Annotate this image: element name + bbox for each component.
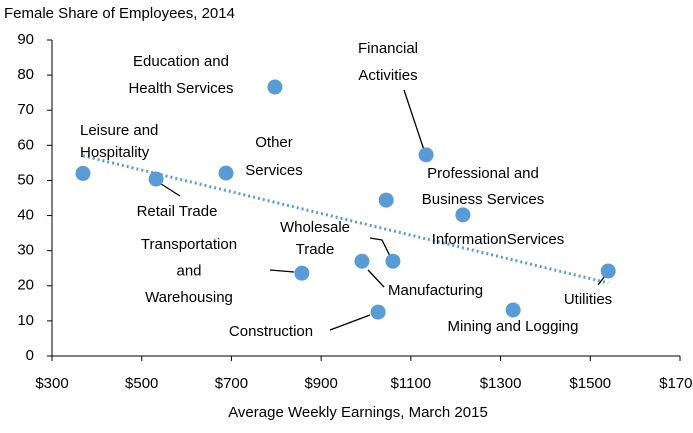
y-tick-label: 70 [17,101,34,118]
point [385,253,401,269]
point-label: Wholesale [280,219,350,236]
point [455,207,471,223]
point-label: Professional and [427,165,539,182]
y-tick-label: 0 [26,347,34,364]
point [505,302,521,318]
leader-lines [157,89,606,331]
x-tick-label: $1500 [569,375,611,392]
point-label: Mining and Logging [448,318,579,335]
point [267,79,283,95]
point-label: Services [245,162,303,179]
point-label: Education and [133,53,229,70]
x-tick-label: $500 [125,375,158,392]
x-tick-label: $700 [215,375,248,392]
point [378,192,394,208]
y-tick-label: 30 [17,242,34,259]
point-label: Manufacturing [388,282,483,299]
point-label: InformationServices [432,231,565,248]
y-tick-label: 10 [17,312,34,329]
point-label: Construction [229,323,313,340]
y-tick-label: 90 [17,31,34,48]
point [600,263,616,279]
x-tick-label: $1300 [480,375,522,392]
point-label: Financial [358,40,418,57]
point [294,265,310,281]
point-label: and [176,262,201,279]
point [370,304,386,320]
y-tick-label: 60 [17,136,34,153]
point-label: Health Services [128,80,233,97]
x-tick-label: $900 [304,375,337,392]
point [354,253,370,269]
x-tick-label: $300 [35,375,68,392]
point-label: Business Services [422,191,545,208]
y-tick-label: 80 [17,66,34,83]
y-tick-label: 40 [17,207,34,224]
y-tick-label: 50 [17,171,34,188]
chart-title: Female Share of Employees, 2014 [4,5,235,22]
point [218,165,234,181]
point-label: Leisure and [80,122,158,139]
point-label: Hospitality [80,144,150,161]
point-label: Trade [296,241,335,258]
point-label: Utilities [564,291,612,308]
point-label: Transportation [141,236,237,253]
x-tick-label: $1100 [391,375,432,392]
point-label: Activities [358,67,417,84]
point-label: Retail Trade [137,203,218,220]
y-tick-label: 20 [17,277,34,294]
point [75,165,91,181]
point [418,147,434,163]
x-tick-label: $1700 [659,375,693,392]
x-axis-label: Average Weekly Earnings, March 2015 [228,404,488,421]
trendline [82,154,609,285]
point-label: Warehousing [145,289,233,306]
point [148,171,164,187]
point-label: Other [255,134,293,151]
